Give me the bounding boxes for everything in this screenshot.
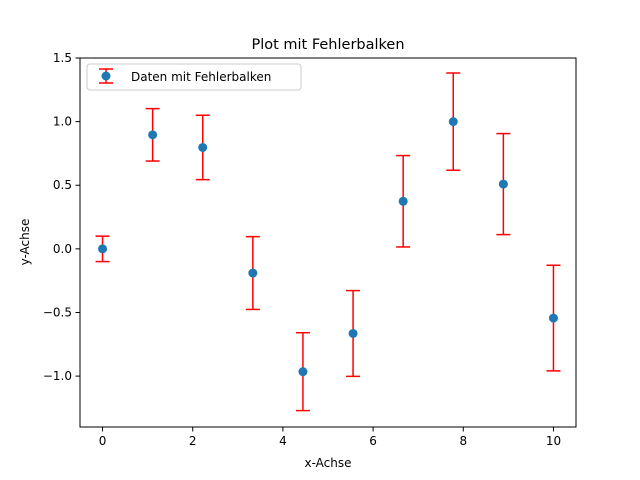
data-point <box>398 196 408 206</box>
data-point <box>148 130 158 140</box>
data-point <box>448 117 458 127</box>
legend: Daten mit Fehlerbalken <box>86 63 302 91</box>
x-tick-label: 0 <box>99 434 107 448</box>
y-tick-label: 0.5 <box>53 178 72 192</box>
legend-marker <box>101 71 111 81</box>
data-point <box>548 313 558 323</box>
y-tick-label: −0.5 <box>43 305 72 319</box>
x-tick-label: 4 <box>279 434 287 448</box>
legend-box <box>86 63 302 91</box>
plot-marks <box>95 72 561 412</box>
y-tick-label: −1.0 <box>43 369 72 383</box>
data-point <box>248 268 258 278</box>
y-tick-label: 1.5 <box>53 51 72 65</box>
y-tick-label: 0.0 <box>53 242 72 256</box>
chart-title: Plot mit Fehlerbalken <box>251 37 404 53</box>
x-tick-label: 6 <box>369 434 377 448</box>
x-axis-label: x-Achse <box>304 456 351 470</box>
plot-frame <box>79 57 577 428</box>
legend-label: Daten mit Fehlerbalken <box>131 70 271 84</box>
x-tick-label: 8 <box>459 434 467 448</box>
y-axis-label: y-Achse <box>18 219 32 266</box>
data-point <box>348 328 358 338</box>
x-axis-ticks: 0 2 4 6 8 10 <box>99 427 561 448</box>
x-tick-label: 2 <box>189 434 197 448</box>
data-point <box>98 244 108 254</box>
y-tick-label: 1.0 <box>53 115 72 129</box>
data-point <box>498 179 508 189</box>
y-axis-ticks: −1.0 −0.5 0.0 0.5 1.0 1.5 <box>43 51 80 383</box>
data-point <box>198 142 208 152</box>
data-point <box>298 367 308 377</box>
x-tick-label: 10 <box>546 434 561 448</box>
